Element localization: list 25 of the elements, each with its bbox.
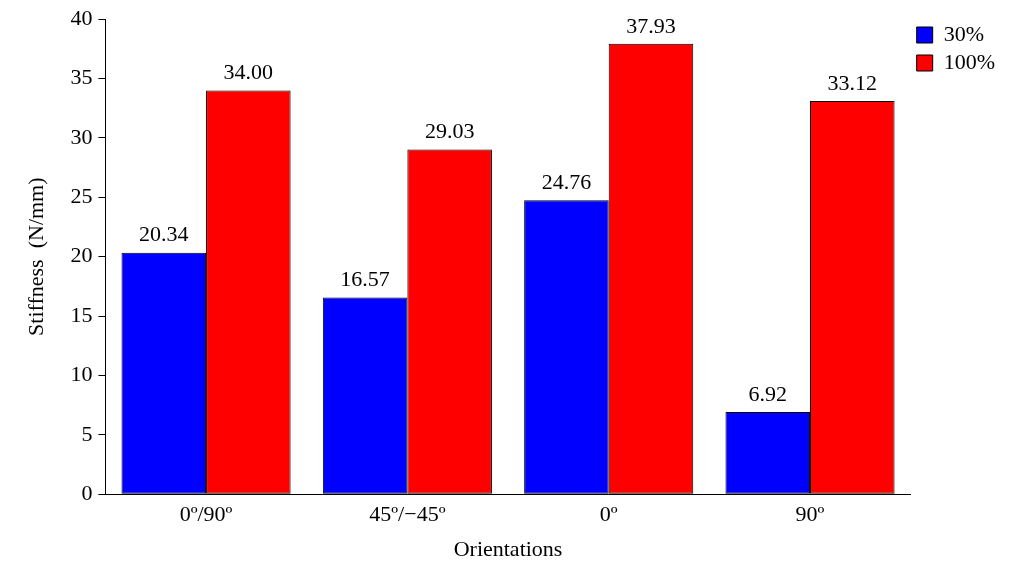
- data-label: 16.57: [340, 266, 390, 292]
- y-tick-label: 0: [81, 479, 93, 505]
- y-tick-label: 35: [70, 64, 93, 90]
- x-tick-label: 90º: [795, 501, 825, 527]
- data-label: 37.93: [626, 12, 676, 38]
- y-tick-label: 40: [70, 4, 93, 30]
- y-tick-label: 5: [81, 420, 93, 446]
- legend-label: 30%: [943, 20, 984, 46]
- y-tick-label: 30: [70, 123, 93, 149]
- data-label: 33.12: [827, 69, 878, 95]
- y-axis-title: Stiffness (N/mm): [22, 177, 48, 336]
- y-tick-label: 15: [70, 301, 93, 327]
- data-label: 24.76: [541, 168, 592, 194]
- x-tick-label: 0º: [599, 501, 618, 527]
- y-tick-label: 20: [70, 242, 93, 268]
- x-tick-label: 45º/−45º: [369, 501, 446, 527]
- x-tick-label: 0º/90º: [179, 501, 233, 527]
- x-axis-title: Orientations: [453, 535, 563, 561]
- data-label: 29.03: [424, 118, 475, 144]
- data-label: 6.92: [748, 380, 787, 406]
- data-label: 34.00: [223, 59, 274, 85]
- y-tick-label: 25: [70, 183, 93, 209]
- data-label: 20.34: [139, 221, 189, 247]
- y-tick-label: 10: [70, 361, 93, 387]
- legend-label: 100%: [943, 48, 995, 74]
